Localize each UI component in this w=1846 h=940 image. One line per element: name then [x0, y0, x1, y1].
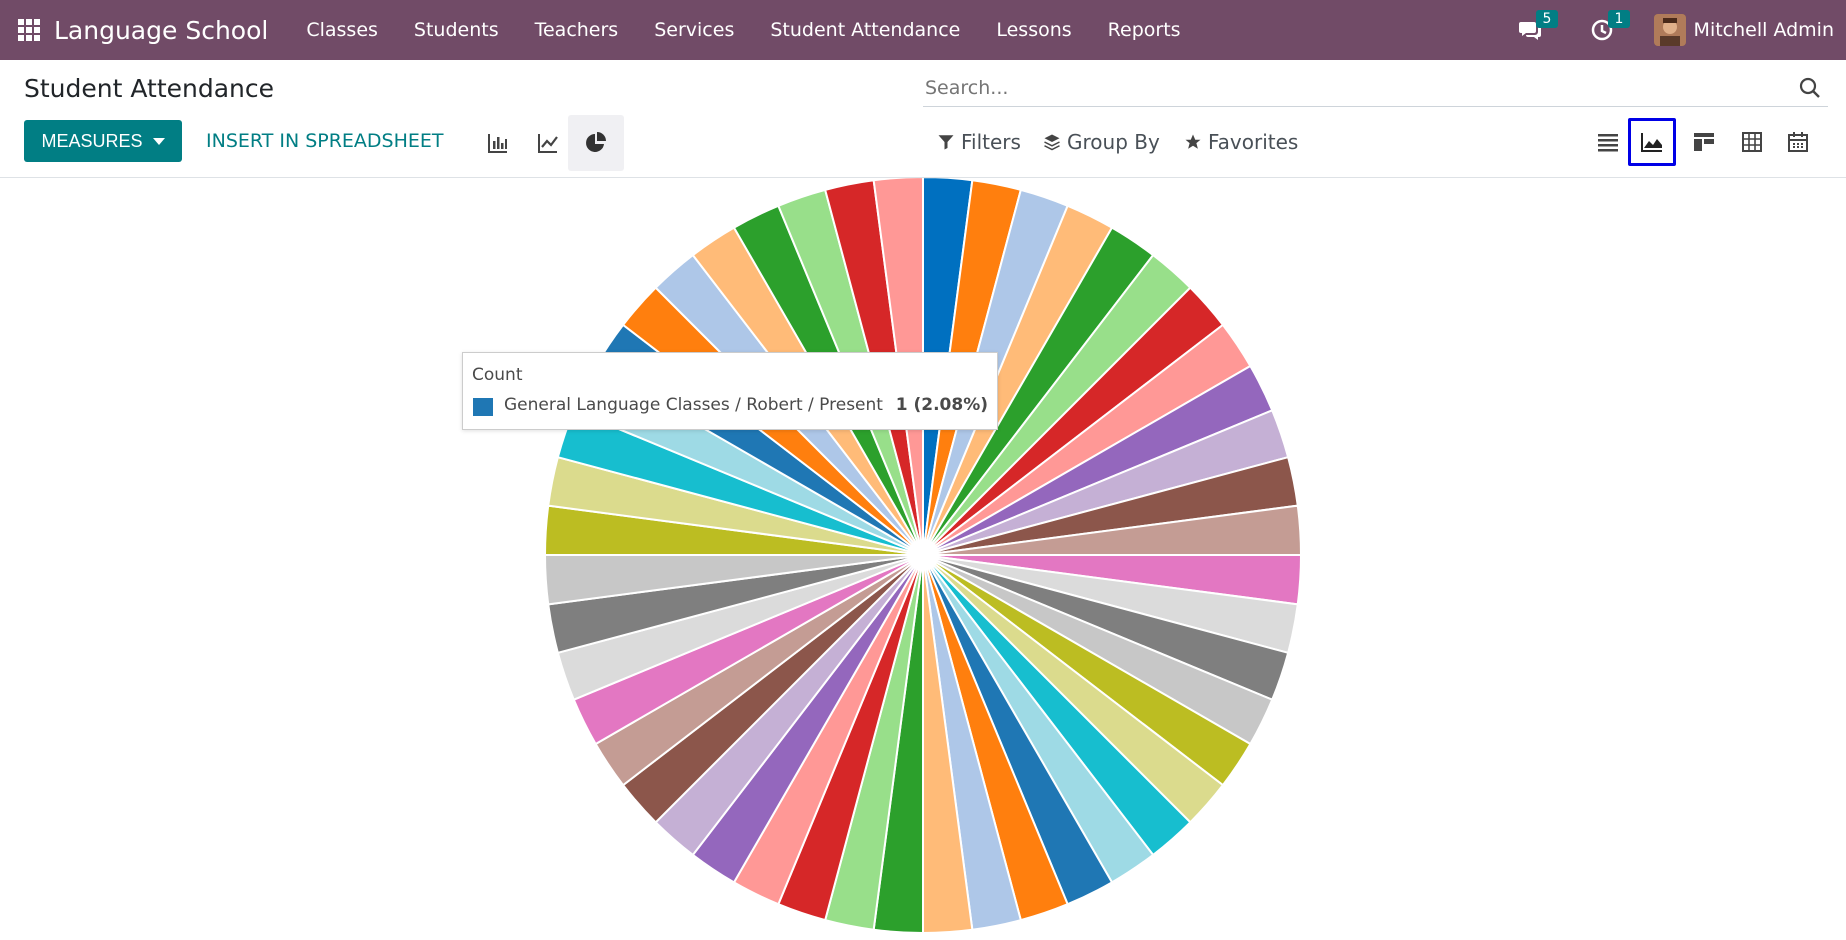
- star-icon: [1185, 134, 1201, 149]
- insert-in-spreadsheet-button[interactable]: INSERT IN SPREADSHEET: [206, 130, 444, 152]
- pie-chart-button[interactable]: [568, 115, 624, 171]
- user-name[interactable]: Mitchell Admin: [1693, 19, 1834, 41]
- graph-view-icon: [1641, 133, 1662, 152]
- calendar-view-icon: [1788, 132, 1808, 152]
- kanban-view-button[interactable]: [1680, 118, 1728, 166]
- calendar-view-button[interactable]: [1774, 118, 1822, 166]
- page-title: Student Attendance: [24, 74, 275, 103]
- messages-badge: 5: [1535, 10, 1559, 28]
- favorites-button[interactable]: Favorites: [1184, 130, 1298, 154]
- favorites-label: Favorites: [1208, 130, 1299, 154]
- menu-lessons[interactable]: Lessons: [996, 19, 1072, 41]
- apps-menu-icon[interactable]: [18, 19, 40, 41]
- search-icon[interactable]: [1798, 76, 1822, 100]
- menu-teachers[interactable]: Teachers: [534, 19, 619, 41]
- menu-classes[interactable]: Classes: [306, 19, 378, 41]
- bar-chart-icon: [488, 134, 507, 153]
- messages-button[interactable]: 5: [1510, 10, 1559, 50]
- menu-student-attendance[interactable]: Student Attendance: [770, 19, 961, 41]
- graph-view-button[interactable]: [1628, 118, 1676, 166]
- group-by-label: Group By: [1067, 130, 1160, 154]
- list-view-icon: [1598, 134, 1618, 152]
- clock-icon: [1591, 19, 1612, 41]
- group-by-button[interactable]: Group By: [1043, 130, 1160, 154]
- filters-button[interactable]: Filters: [937, 130, 1021, 154]
- pie-chart-icon: [586, 132, 606, 152]
- measures-label: MEASURES: [41, 130, 143, 151]
- measures-button[interactable]: MEASURES: [24, 120, 182, 162]
- pie-chart: [543, 178, 1303, 935]
- app-title[interactable]: Language School: [54, 15, 269, 45]
- bar-chart-button[interactable]: [470, 115, 526, 171]
- activities-button[interactable]: 1: [1582, 10, 1631, 50]
- search-input[interactable]: [923, 76, 1777, 100]
- menu-students[interactable]: Students: [413, 19, 499, 41]
- caret-down-icon: [152, 137, 165, 145]
- tooltip-value: 1 (2.08%): [895, 395, 988, 415]
- kanban-view-icon: [1694, 133, 1714, 151]
- filter-icon: [938, 135, 954, 150]
- tooltip-swatch: [473, 398, 493, 416]
- pivot-view-button[interactable]: [1728, 118, 1776, 166]
- line-chart-icon: [538, 134, 558, 153]
- line-chart-button[interactable]: [520, 115, 576, 171]
- filters-label: Filters: [961, 130, 1021, 154]
- avatar[interactable]: [1653, 14, 1686, 46]
- top-navbar: Language School Classes Students Teacher…: [0, 0, 1846, 60]
- activities-badge: 1: [1607, 10, 1631, 28]
- menu-reports[interactable]: Reports: [1107, 19, 1181, 41]
- search-bar: [923, 70, 1828, 107]
- list-view-button[interactable]: [1584, 118, 1632, 166]
- pivot-view-icon: [1742, 132, 1762, 152]
- tooltip-label: General Language Classes / Robert / Pres…: [504, 395, 883, 415]
- menu-services[interactable]: Services: [654, 19, 735, 41]
- chart-tooltip: Count General Language Classes / Robert …: [462, 352, 998, 430]
- chat-icon: [1518, 22, 1541, 40]
- tooltip-title: Count: [472, 365, 523, 385]
- layers-icon: [1044, 134, 1060, 151]
